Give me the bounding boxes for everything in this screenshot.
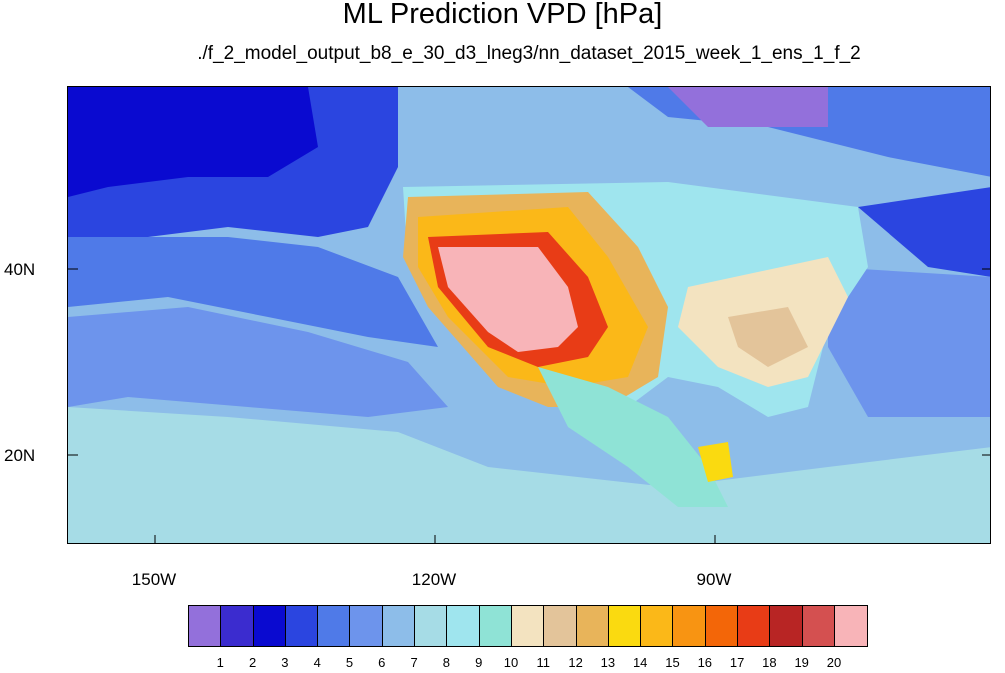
colorbar-swatch (511, 606, 545, 646)
map-subtitle: ./f_2_model_output_b8_e_30_d3_lneg3/nn_d… (197, 43, 861, 64)
colorbar-swatch (285, 606, 319, 646)
colorbar-swatch (673, 606, 706, 646)
colorbar-swatch (415, 606, 448, 646)
colorbar-label: 18 (762, 655, 777, 670)
hudson-band (668, 87, 828, 127)
lon-label-120w: 120W (411, 570, 457, 589)
colorbar-label: 6 (378, 655, 386, 670)
ocean-north-band (68, 87, 318, 197)
colorbar-swatch (318, 606, 351, 646)
colorbar-swatch (382, 606, 416, 646)
colorbar-swatch (544, 606, 577, 646)
colorbar-swatch (576, 606, 609, 646)
vpd-map (67, 86, 991, 544)
colorbar-swatch (770, 606, 803, 646)
colorbar-label: 9 (475, 655, 483, 670)
colorbar-label: 19 (794, 655, 809, 670)
lat-label-20n: 20N (4, 446, 36, 465)
atlantic-band (828, 267, 990, 417)
colorbar-label: 16 (697, 655, 713, 670)
colorbar-label: 4 (313, 655, 321, 670)
vpd-contour-field (68, 87, 990, 543)
colorbar-label: 15 (665, 655, 680, 670)
southwest-max-region (438, 247, 578, 352)
colorbar-label: 3 (281, 655, 289, 670)
colorbar-label: 1 (216, 655, 224, 670)
colorbar-label: 13 (600, 655, 616, 670)
colorbar-swatch (350, 606, 383, 646)
colorbar-swatch (189, 606, 222, 646)
colorbar (188, 605, 869, 647)
map-title: ML Prediction VPD [hPa] (342, 0, 663, 30)
colorbar-label: 11 (536, 655, 551, 670)
colorbar-label: 7 (410, 655, 418, 670)
colorbar-label: 8 (442, 655, 450, 670)
yucatan-spot (698, 442, 733, 482)
atlantic-northeast-band (858, 187, 990, 277)
colorbar-swatch (834, 606, 868, 646)
colorbar-label: 17 (729, 655, 745, 670)
southeast-mid-band (728, 307, 808, 367)
colorbar-swatch (641, 606, 674, 646)
mexico-land (538, 367, 728, 507)
colorbar-label: 12 (568, 655, 583, 670)
colorbar-swatch (705, 606, 739, 646)
colorbar-swatch (608, 606, 642, 646)
colorbar-swatch (221, 606, 254, 646)
colorbar-label: 2 (248, 655, 257, 670)
colorbar-swatch (738, 606, 771, 646)
colorbar-swatch (802, 606, 835, 646)
map-graticule-ticks (68, 268, 990, 543)
colorbar-labels: 1 2 3 4 5 6 7 8 9 10 11 12 13 14 15 16 17 18 19 20 (188, 655, 866, 673)
ocean-tropical-band (68, 407, 990, 543)
ocean-south-band (68, 307, 448, 417)
colorbar-label: 5 (345, 655, 354, 670)
colorbar-label: 14 (632, 655, 648, 670)
colorbar-label: 20 (826, 655, 842, 670)
colorbar-label: 10 (503, 655, 519, 670)
colorbar-swatch (447, 606, 480, 646)
ocean-mid-band (68, 237, 438, 347)
lon-label-150w: 150W (131, 570, 177, 589)
lat-label-40n: 40N (4, 260, 36, 279)
colorbar-swatch (253, 606, 286, 646)
colorbar-swatch (479, 606, 512, 646)
lon-label-90w: 90W (696, 570, 732, 589)
